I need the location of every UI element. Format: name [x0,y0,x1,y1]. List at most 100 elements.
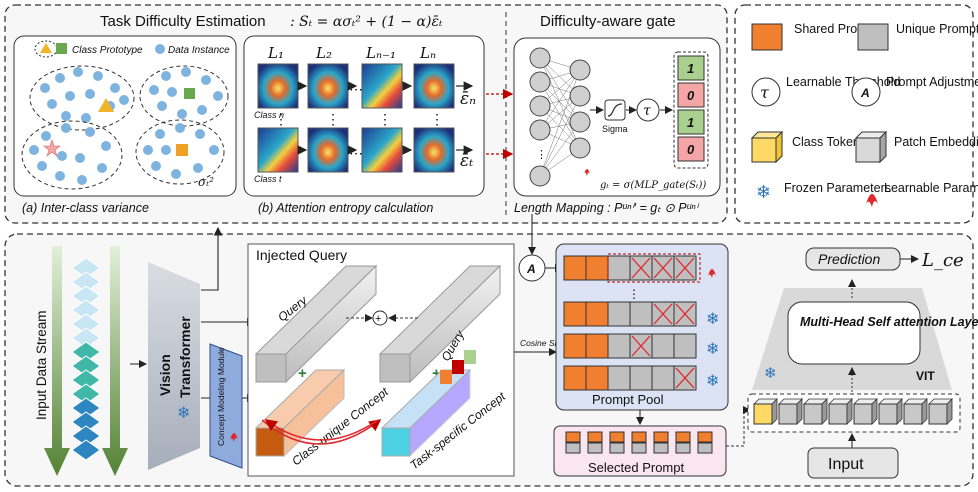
cmm-label: Concept Modeling Module [216,347,226,446]
heatmap-tile [361,63,403,109]
entropy-n: ε̄ₙ [460,89,476,109]
prototype-orange-square [176,144,188,156]
selected-unique-cell [631,442,647,454]
prototype-square [184,88,195,99]
patch-token [803,403,823,425]
shared-prompt-cell [585,255,609,281]
heatmap-tile [307,63,349,109]
sigmoid-icon [607,103,623,117]
mhsa-block [787,301,921,365]
vit-snowflake-icon: ❄ [764,365,777,382]
gate-bits-frame [673,51,709,169]
pool-snowflake-1: ❄ [706,311,719,328]
patch-token [853,403,873,425]
heatmap-tile [361,127,403,173]
legend-threshold: Learnable Threshold [786,75,900,89]
selected-shared-cell [631,431,647,443]
stream-arrow-left [44,246,70,476]
query2-bar-front [379,353,411,383]
variance-caption: (a) Inter-class variance [22,201,149,215]
legend-threshold-icon [751,77,781,107]
masked-mark [675,257,695,279]
tde-formula: : Sₜ = ασₜ² + (1 − α)ε̄ₜ [290,14,443,30]
unique-prompt-cell [651,333,675,359]
injected-query-title: Injected Query [256,247,347,263]
gate-tau: τ [643,103,651,119]
layer-labels: L₁ L₂ Lₙ₋₁ Lₙ [267,44,436,62]
unique-prompt-cell [607,333,631,359]
selected-shared-cell [609,431,625,443]
selected-unique-cell [609,442,625,454]
gate-bit-value: 0 [687,88,695,103]
legend-panel [734,4,974,224]
task-red-cell [452,360,464,374]
token-side [946,398,953,425]
legend-data-label: Data Instance [168,45,230,56]
entropy-dots: ⋯ [349,81,363,97]
cosine-label: Cosine Similarity [520,338,584,348]
mlp-vdots: ⋮ [536,149,547,161]
input-box [807,447,899,479]
shared-prompt-cell [563,365,587,391]
token-side [921,398,928,425]
triangle-prototype-icon [40,43,52,53]
selected-prompt-cols [565,431,713,454]
sum-sign: + [375,313,381,325]
tde-title: Task Difficulty Estimation [100,13,266,30]
gate-bit-cell [677,136,705,162]
query-bar-side [285,264,377,384]
gate-bit-value: 1 [687,61,694,76]
masked-mark [653,257,673,279]
selected-shared-cell [697,431,713,443]
heatmap-row-class-n [257,63,455,109]
tau-node [636,98,660,122]
legend-prototype-label: Class Prototype [72,45,143,56]
masked-mark [675,303,695,325]
prediction-label: Prediction [818,251,880,267]
snowflake-icon: ❄ [756,182,771,202]
transformer-label: Transformer [177,316,193,398]
entropy-vdots-4: ⋮ [430,111,444,127]
length-mapping: Length Mapping : Pᵘⁿⁱ′ = gₜ ⊙ Pᵘⁿⁱ [514,201,700,215]
entropy-caption: (b) Attention entropy calculation [258,201,433,215]
class-unique-bar-side [283,368,345,458]
selected-shared-cell [653,431,669,443]
cluster-dots [21,65,229,190]
shared-prompt-cell [585,301,609,327]
masked-mark [631,335,651,357]
selected-unique-cell [587,442,603,454]
stream-diamond [71,439,101,461]
legend-class-token: Class Token [792,135,860,149]
gate-bit-cell [677,82,705,108]
gate-bits: 1 0 1 0 [677,55,705,162]
patch-token [903,403,923,425]
adjust-node-sym: A [526,262,536,276]
legend-adjust-sym: A [860,86,870,100]
selected-unique-cell [697,442,713,454]
heatmap-tile [257,63,299,109]
heatmap-tile [413,63,455,109]
loss-label: L_ce [921,250,964,271]
unique-prompt-cell [629,301,653,327]
mhsa-label: Multi-Head Self attention Layers [800,315,978,329]
patch-token [778,403,798,425]
sum-node [372,310,388,326]
mlp-network: ⋮ [529,47,591,187]
patch-token [928,403,948,425]
layer-label-n-1: Lₙ₋₁ [365,44,396,62]
entropy-vdots-3: ⋮ [378,111,392,127]
gate-title: Difficulty-aware gate [540,13,676,30]
pool-flame-icon [708,269,716,278]
vision-transformer-block [148,262,200,470]
unique-prompt-cell [673,333,697,359]
heatmap-tile [413,127,455,173]
shared-prompt-cell [585,365,609,391]
token-row [753,398,953,425]
legend-adjust: Prompt Adjustment [886,75,978,89]
shared-prompt-cell [585,333,609,359]
legend-shared-swatch [751,23,783,51]
square-prototype-icon [56,43,67,54]
selected-unique-cell [653,442,669,454]
variance-sigma: σₜ² [198,175,214,189]
unique-prompt-cell [651,365,675,391]
